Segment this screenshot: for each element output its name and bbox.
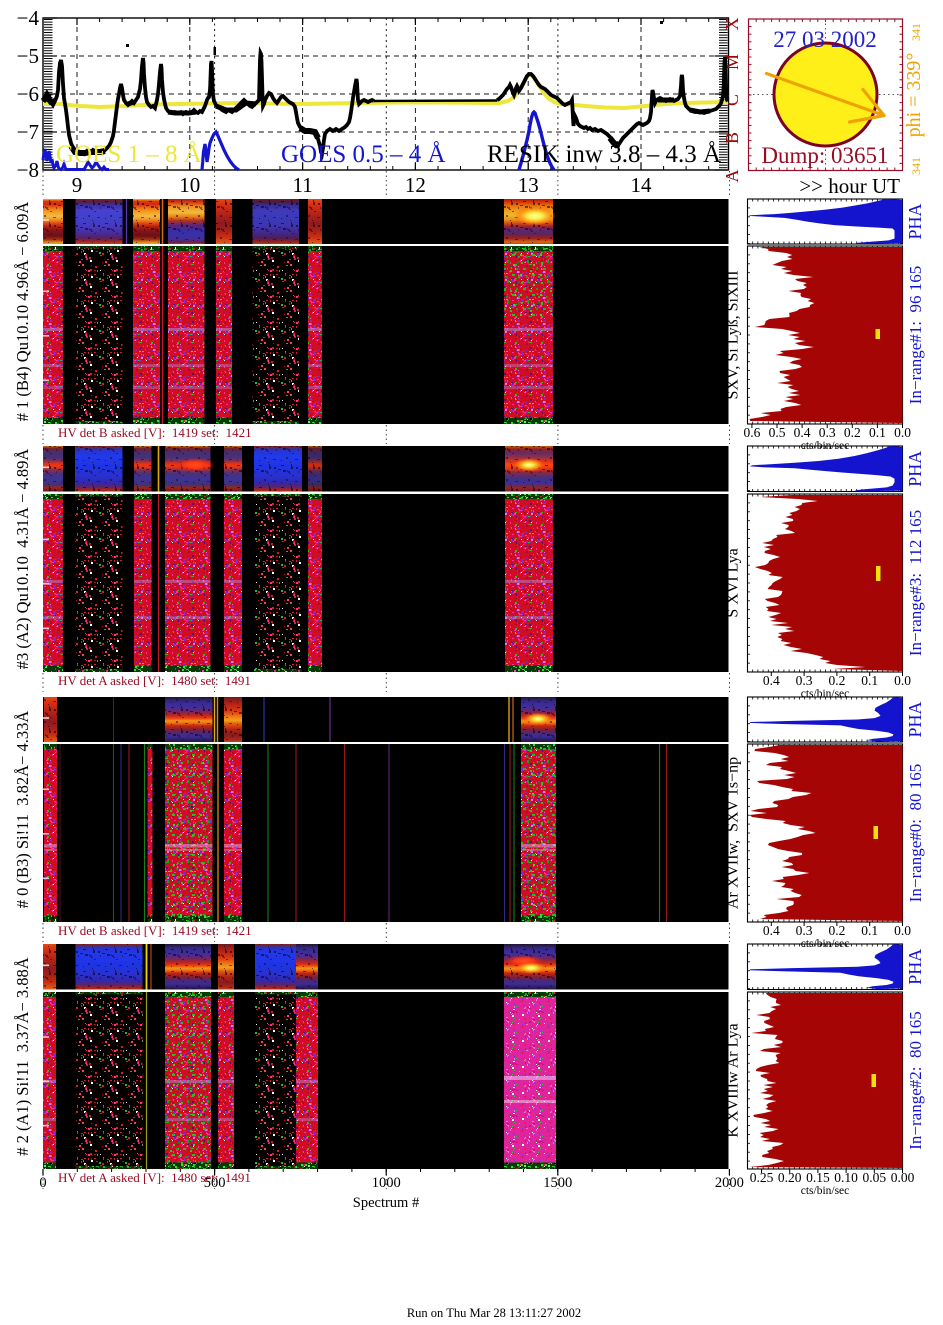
svg-text:# 0 (B3) Si!11 3.82Å− 4.33Å: # 0 (B3) Si!11 3.82Å− 4.33Å [13,711,32,909]
svg-text:GOES 0.5 – 4 Å: GOES 0.5 – 4 Å [281,141,446,168]
svg-text:HV det B asked [V]: 1419 set:: HV det B asked [V]: 1419 set: 1421 [58,923,252,938]
svg-text:cts/bin/sec: cts/bin/sec [801,688,850,700]
svg-text:S XVI Lya: S XVI Lya [725,548,742,617]
svg-text:HV det A asked [V]: 1480 set:: HV det A asked [V]: 1480 set: 1491 [58,1170,251,1185]
svg-text:PHA: PHA [905,451,925,487]
svg-text:PHA: PHA [905,949,925,985]
svg-text:0.3: 0.3 [819,425,836,440]
svg-text:0.1: 0.1 [861,923,878,938]
svg-text:500: 500 [204,1175,226,1191]
svg-text:0.5: 0.5 [769,425,786,440]
svg-text:14: 14 [631,173,653,197]
svg-text:−4: −4 [17,6,40,30]
svg-text:X: X [722,18,742,31]
svg-text:GOES 1 – 8 Å: GOES 1 – 8 Å [56,141,202,168]
svg-text:#3 (A2) Qu10.10 4.31Å − 4.89Å: #3 (A2) Qu10.10 4.31Å − 4.89Å [13,449,32,670]
svg-text:HV det B asked [V]: 1419 set:: HV det B asked [V]: 1419 set: 1421 [58,425,252,440]
svg-text:HV det A asked [V]: 1480 set:: HV det A asked [V]: 1480 set: 1491 [58,673,251,688]
svg-text:1500: 1500 [543,1175,572,1191]
svg-text:cts/bin/sec: cts/bin/sec [801,1185,850,1197]
svg-text:phi = 339°: phi = 339° [903,53,925,138]
svg-text:−8: −8 [17,158,39,182]
svg-text:0.6: 0.6 [743,425,760,440]
svg-text:10: 10 [179,173,200,197]
svg-text:−6: −6 [17,82,39,106]
svg-text:0.4: 0.4 [763,923,780,938]
svg-text:13: 13 [518,173,539,197]
svg-text:RESIK inw 3.8 – 4.3 Å: RESIK inw 3.8 – 4.3 Å [487,141,721,168]
svg-text:Ar XVIIw, SXV 1s−np: Ar XVIIw, SXV 1s−np [725,757,742,909]
svg-text:0.15: 0.15 [806,1170,830,1185]
svg-text:B: B [722,132,742,144]
svg-text:# 1 (B4) Qu10.10 4.96Å − 6.09Å: # 1 (B4) Qu10.10 4.96Å − 6.09Å [13,202,32,422]
svg-text:In−range#1: 96 165: In−range#1: 96 165 [906,266,925,404]
svg-text:In−range#0: 80 165: In−range#0: 80 165 [906,764,925,902]
svg-text:0.4: 0.4 [763,673,780,688]
svg-text:Dump: 03651: Dump: 03651 [761,143,888,168]
svg-text:12: 12 [405,173,426,197]
svg-text:0.0: 0.0 [894,425,911,440]
svg-text:cts/bin/sec: cts/bin/sec [801,938,850,950]
svg-text:341: 341 [909,157,923,175]
svg-text:0.3: 0.3 [796,673,813,688]
svg-text:−7: −7 [17,120,39,144]
svg-text:27 03 2002: 27 03 2002 [773,27,877,52]
svg-text:2000: 2000 [715,1175,744,1191]
svg-text:PHA: PHA [905,701,925,737]
svg-text:K XVIIIw Ar Lya: K XVIIIw Ar Lya [725,1023,742,1137]
svg-text:9: 9 [72,173,83,197]
svg-text:0.10: 0.10 [834,1170,858,1185]
svg-text:0.2: 0.2 [828,923,845,938]
svg-text:0.0: 0.0 [894,673,911,688]
svg-text:>> hour UT: >> hour UT [799,174,900,198]
svg-text:In−range#3: 112 165: In−range#3: 112 165 [906,510,925,656]
svg-text:0.1: 0.1 [869,425,886,440]
svg-text:0.1: 0.1 [861,673,878,688]
svg-text:0.2: 0.2 [844,425,861,440]
svg-text:0.25: 0.25 [750,1170,774,1185]
svg-text:−5: −5 [17,44,39,68]
svg-text:0.0: 0.0 [894,923,911,938]
svg-text:PHA: PHA [905,203,925,239]
svg-text:11: 11 [292,173,312,197]
svg-text:Run on Thu Mar 28 13:11:27 200: Run on Thu Mar 28 13:11:27 2002 [407,1306,581,1320]
svg-text:SXV, Si Lyß, SiXIII: SXV, Si Lyß, SiXIII [725,270,742,399]
svg-text:1000: 1000 [372,1175,401,1191]
svg-text:0.00: 0.00 [891,1170,915,1185]
svg-text:0.3: 0.3 [796,923,813,938]
svg-text:cts/bin/sec: cts/bin/sec [801,440,850,452]
svg-text:# 2 (A1) Si!11 3.37Å− 3.88Å: # 2 (A1) Si!11 3.37Å− 3.88Å [13,957,32,1156]
svg-text:In−range#2: 80 165: In−range#2: 80 165 [906,1011,925,1149]
svg-text:0.4: 0.4 [794,425,811,440]
svg-text:0.20: 0.20 [778,1170,802,1185]
svg-text:0.2: 0.2 [828,673,845,688]
svg-text:A: A [722,170,742,183]
svg-text:341: 341 [909,23,923,41]
svg-text:0.05: 0.05 [862,1170,886,1185]
svg-text:0: 0 [39,1175,46,1191]
svg-text:Spectrum #: Spectrum # [353,1195,419,1211]
